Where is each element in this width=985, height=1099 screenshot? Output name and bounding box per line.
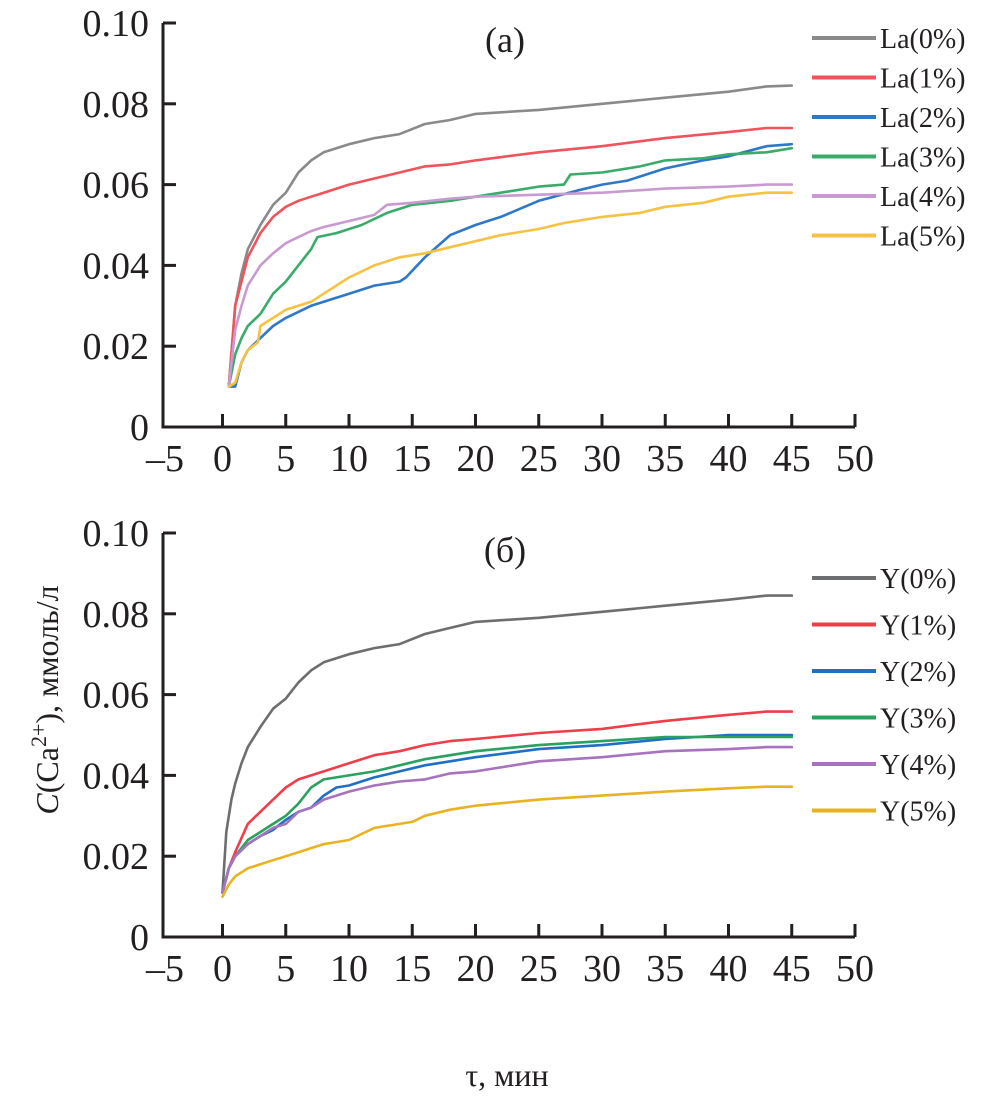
x-tick-label: 50	[836, 948, 874, 990]
y-axis-title-symbol: C	[29, 793, 65, 815]
legend-label: La(4%)	[880, 182, 966, 213]
panel-label-b: (б)	[484, 530, 526, 570]
series-line-y-1	[221, 710, 794, 894]
series-line-y-4	[221, 745, 794, 894]
x-tick-label: 35	[646, 438, 684, 480]
series-line-la-0	[227, 84, 794, 388]
series-line-la-1	[227, 126, 794, 388]
x-tick-label: 45	[773, 438, 811, 480]
series-group-a	[227, 84, 794, 388]
legend-item: Y(5%)	[812, 797, 956, 828]
y-tick-label: 0.08	[83, 84, 150, 126]
y-tick-label: 0	[130, 917, 149, 959]
y-tick-labels-b: 0 0.02 0.04 0.06 0.08 0.10	[83, 513, 150, 959]
series-line-la-4	[227, 183, 794, 388]
legend-item: La(5%)	[812, 222, 966, 253]
x-tick-label: 5	[276, 438, 295, 480]
legend-item: Y(2%)	[812, 657, 956, 688]
y-tick-label: 0.04	[83, 245, 150, 287]
series-line-y-5	[221, 785, 794, 898]
x-tick-label: 45	[773, 948, 811, 990]
series-line-la-5	[227, 191, 794, 388]
legend-label: La(0%)	[880, 24, 966, 55]
x-tick-label: 10	[330, 438, 368, 480]
y-tick-label: 0	[130, 407, 149, 449]
legend-label: La(3%)	[880, 143, 966, 174]
legend-item: Y(1%)	[812, 611, 956, 642]
series-line-y-2	[221, 733, 794, 894]
legend-label: Y(2%)	[880, 657, 956, 688]
y-tick-label: 0.02	[83, 836, 150, 878]
y-axis-title-superscript: 2+	[26, 724, 51, 747]
legend-item: La(4%)	[812, 182, 966, 213]
x-tick-label: 50	[836, 438, 874, 480]
legend-item: Y(4%)	[812, 750, 956, 781]
x-tick-label: –5	[145, 948, 184, 990]
x-tick-label: 25	[520, 438, 558, 480]
legend-a: La(0%) La(1%) La(2%) La(3%) La(4%) La(5%)	[812, 24, 966, 253]
series-line-y-3	[221, 735, 794, 894]
legend-b: Y(0%) Y(1%) Y(2%) Y(3%) Y(4%) Y(5%)	[812, 564, 956, 828]
y-tick-label: 0.06	[83, 675, 150, 717]
y-tick-label: 0.04	[83, 755, 150, 797]
x-tick-label: 30	[583, 948, 621, 990]
y-tick-label: 0.06	[83, 165, 150, 207]
x-tick-label: 25	[520, 948, 558, 990]
x-tick-label: 20	[457, 438, 495, 480]
x-axis-title: τ, мин	[465, 1057, 548, 1093]
series-line-y-0	[221, 594, 794, 894]
y-tick-label: 0.10	[83, 3, 150, 45]
x-tick-label: 0	[213, 948, 232, 990]
legend-item: La(1%)	[812, 64, 966, 95]
x-tick-label: 5	[276, 948, 295, 990]
axis-frame	[161, 533, 855, 939]
panel-b: –5 0 5 10 15 20 25 30 35 40 45 50 00.020.040.060.08…	[83, 513, 957, 990]
legend-item: La(3%)	[812, 143, 966, 174]
series-group-b	[221, 594, 794, 898]
x-tick-label: 10	[330, 948, 368, 990]
legend-label: Y(4%)	[880, 750, 956, 781]
x-tick-labels-b: –5 0 5 10 15 20 25 30 35 40 45 50	[145, 948, 874, 990]
axes-a	[161, 21, 857, 429]
x-tick-label: 15	[393, 948, 431, 990]
x-tick-label: 40	[710, 948, 748, 990]
legend-label: Y(5%)	[880, 797, 956, 828]
legend-label: La(5%)	[880, 222, 966, 253]
legend-label: Y(0%)	[880, 564, 956, 595]
y-axis-title: C(Ca2+), ммоль/л	[26, 585, 65, 814]
y-axis-title-close: ), ммоль/л	[29, 585, 65, 723]
x-tick-label: 30	[583, 438, 621, 480]
axis-frame	[161, 23, 855, 429]
legend-label: La(1%)	[880, 64, 966, 95]
panel-a: –5 0 5 10 15 20 25 30 35 40 45 50 00.020.040.060.08…	[83, 3, 966, 480]
legend-item: Y(0%)	[812, 564, 956, 595]
legend-item: La(2%)	[812, 103, 966, 134]
legend-label: La(2%)	[880, 103, 966, 134]
y-tick-labels-a: 0 0.02 0.04 0.06 0.08 0.10	[83, 3, 150, 449]
legend-item: La(0%)	[812, 24, 966, 55]
y-axis-title-open: (Ca	[29, 747, 65, 793]
series-line-la-2	[227, 142, 794, 388]
x-tick-label: 35	[646, 948, 684, 990]
x-tick-label: 0	[213, 438, 232, 480]
panel-label-a: (a)	[485, 20, 525, 60]
legend-label: Y(1%)	[880, 611, 956, 642]
x-tick-label: 15	[393, 438, 431, 480]
x-tick-labels-a: –5 0 5 10 15 20 25 30 35 40 45 50	[145, 438, 874, 480]
legend-item: Y(3%)	[812, 704, 956, 735]
legend-label: Y(3%)	[880, 704, 956, 735]
y-tick-label: 0.10	[83, 513, 150, 555]
x-tick-label: –5	[145, 438, 184, 480]
series-line-la-3	[227, 146, 794, 388]
y-tick-label: 0.02	[83, 326, 150, 368]
axes-b	[161, 531, 857, 939]
x-tick-label: 20	[457, 948, 495, 990]
y-tick-label: 0.08	[83, 594, 150, 636]
x-tick-label: 40	[710, 438, 748, 480]
